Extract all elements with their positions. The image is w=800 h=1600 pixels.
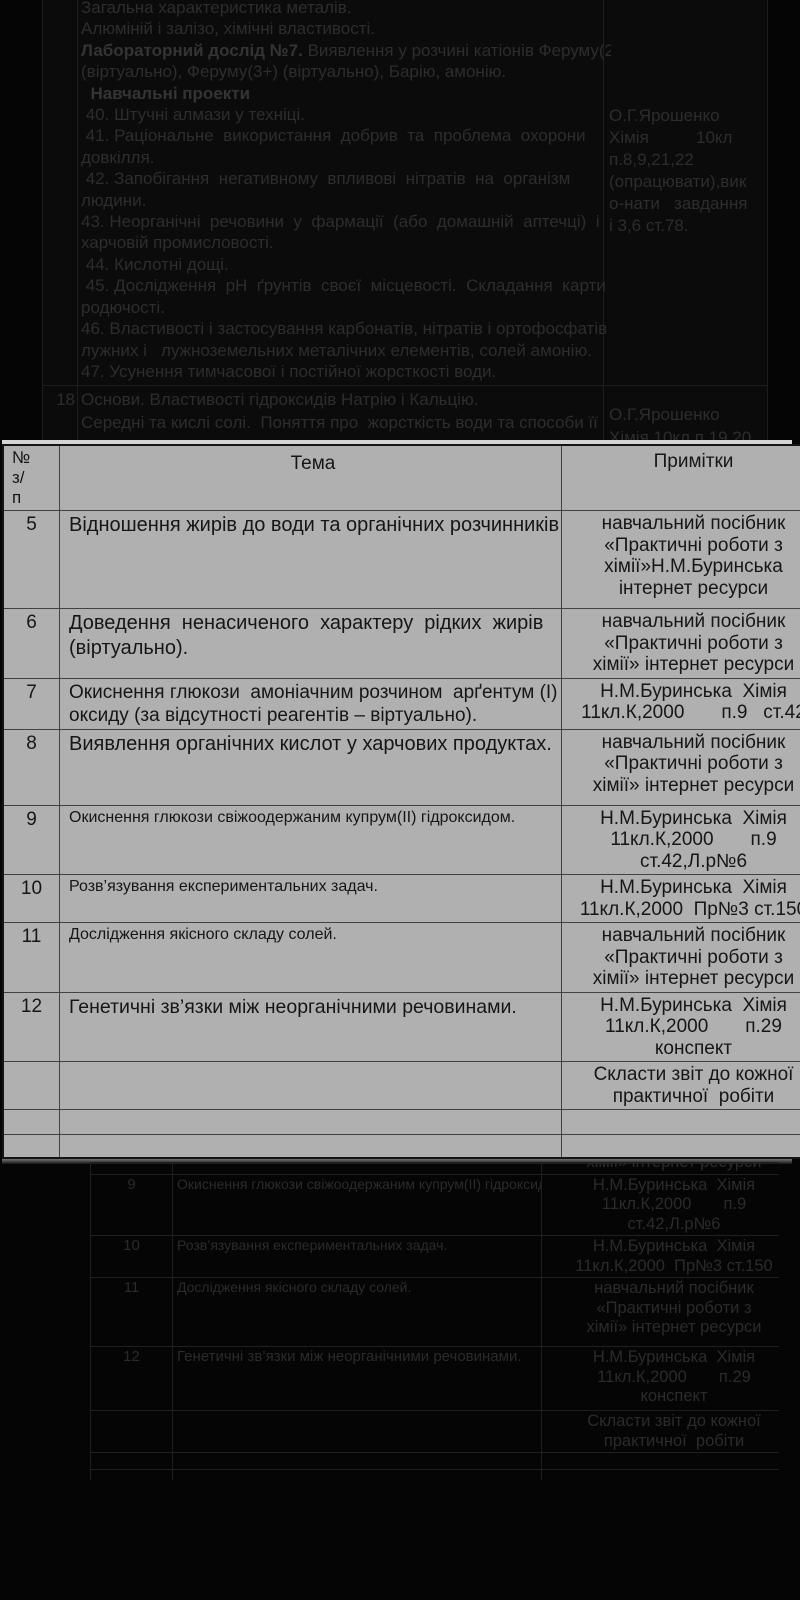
table-row: 6 Доведення ненасиченого характеру рідки…	[2, 608, 800, 679]
row-theme: Розв’язування експериментальних задач.	[59, 874, 562, 923]
row-theme	[59, 1109, 562, 1135]
row-notes: Н.М.Буринська Хімія 11кл.К,2000 п.29 кон…	[541, 1346, 779, 1411]
row-notes: Н.М.Буринська Хімія 11кл.К,2000 п.9 ст.4…	[541, 1173, 779, 1236]
topic-lines: Загальна характеристика металів. Алюміні…	[81, 0, 375, 39]
row-notes: Н.М.Буринська Хімія 11кл.К,2000 Пр№3 ст.…	[541, 1235, 779, 1278]
partial-line: хімії» інтернет ресурси	[546, 1163, 779, 1172]
row-num	[2, 1061, 60, 1110]
table-row-empty	[90, 1452, 779, 1470]
num-column-divider	[77, 0, 78, 440]
project-list: 40. Штучні алмази у техніці. 41. Раціона…	[81, 105, 608, 381]
table-row: 7 Окиснення глюкози амоніачним розчином …	[2, 677, 800, 730]
projects-heading: Навчальні проекти	[90, 83, 251, 103]
row-notes: навчальний посібник «Практичні роботи з …	[561, 608, 800, 679]
row-notes: Н.М.Буринська Хімія 11кл.К,2000 Пр№3 ст.…	[561, 874, 800, 923]
notes-column-divider	[603, 0, 604, 440]
row-num: 11	[90, 1277, 173, 1347]
row-theme	[59, 1134, 562, 1158]
row-notes: Скласти звіт до кожної практичної робіти	[561, 1061, 800, 1110]
row-theme: Дослідження якісного складу солей.	[59, 922, 562, 993]
practical-works-table-dim: хімії» інтернет ресурси 9 Окиснення глюк…	[90, 1162, 779, 1480]
table-row-empty	[2, 1134, 800, 1158]
table-row: 9 Окиснення глюкози свіжоодержаним купру…	[2, 804, 800, 875]
row-notes: Скласти звіт до кожної практичної робіти	[541, 1410, 779, 1453]
document-page-bottom[interactable]: хімії» інтернет ресурси 9 Окиснення глюк…	[90, 1162, 779, 1480]
row-theme: Доведення ненасиченого характеру рідких …	[59, 608, 562, 679]
row-num: 7	[2, 677, 60, 730]
lab-work-title: Лабораторний дослід №7.	[81, 40, 303, 60]
table-row: 10 Розв’язування експериментальних задач…	[2, 874, 800, 923]
row-theme: Окиснення глюкози свіжоодержаним купрум(…	[59, 804, 562, 875]
table-row: 9 Окиснення глюкози свіжоодержаним купру…	[90, 1173, 779, 1236]
table-row: 10 Розв’язування експериментальних задач…	[90, 1235, 779, 1278]
row-num	[2, 1134, 60, 1158]
table-row: 11 Дослідження якісного складу солей. на…	[90, 1277, 779, 1347]
table-row: 12 Генетичні зв’язки між неорганічними р…	[90, 1346, 779, 1411]
row-num: 10	[90, 1235, 173, 1278]
lesson-topics-cell: Загальна характеристика металів. Алюміні…	[81, 0, 611, 382]
row-num: 8	[2, 728, 60, 806]
document-page-top[interactable]: Загальна характеристика металів. Алюміні…	[42, 0, 768, 440]
row-divider	[43, 385, 767, 386]
table-row: Скласти звіт до кожної практичної робіти	[2, 1061, 800, 1110]
table-row-empty	[90, 1469, 779, 1480]
table-row: Скласти звіт до кожної практичної робіти	[90, 1410, 779, 1453]
notes-cell-17: О.Г.Ярошенко Хімія 10кл п.8,9,21,22 (опр…	[609, 106, 748, 235]
row-theme	[59, 1061, 562, 1110]
partial-row: хімії» інтернет ресурси	[90, 1162, 779, 1175]
lesson-topic-18: Основи. Властивості гідроксидів Натрію і…	[81, 390, 598, 440]
table-row: 8 Виявлення органічних кислот у харчових…	[2, 728, 800, 806]
row-num: 6	[2, 608, 60, 679]
row-theme: Окиснення глюкози амоніачним розчином ар…	[59, 677, 562, 730]
magnifier-top-edge	[2, 440, 792, 444]
lab-work-rest: Виявлення у розчині катіонів Феруму(2+) …	[81, 40, 611, 82]
row-num: 11	[2, 922, 60, 993]
row-num	[2, 1109, 60, 1135]
header-notes: Примітки	[561, 444, 800, 511]
table-row: 12 Генетичні зв’язки між неорганічними р…	[2, 991, 800, 1062]
row-notes: навчальний посібник «Практичні роботи з …	[561, 510, 800, 609]
notes-cell-18: О.Г.Ярошенко Хімія 10кл п.19,20	[609, 405, 752, 440]
table-header-row: № з/ п Тема Примітки	[2, 444, 800, 511]
row-theme: Дослідження якісного складу солей.	[172, 1277, 542, 1347]
row-notes: навчальний посібник «Практичні роботи з …	[561, 728, 800, 806]
row-number-18: 18	[56, 390, 75, 409]
header-num: № з/ п	[2, 444, 60, 511]
row-notes: Н.М.Буринська Хімія 11кл.К,2000 п.29 кон…	[561, 991, 800, 1062]
row-num: 9	[2, 804, 60, 875]
header-theme: Тема	[59, 444, 562, 511]
magnifier-shadow	[2, 1158, 792, 1164]
row-theme: Генетичні зв’язки між неорганічними речо…	[172, 1346, 542, 1411]
table-row-empty	[2, 1109, 800, 1135]
table-row: 5 Відношення жирів до води та органічних…	[2, 510, 800, 609]
row-theme: Генетичні зв’язки між неорганічними речо…	[59, 991, 562, 1062]
row-theme: Відношення жирів до води та органічних р…	[59, 510, 562, 609]
row-num: 9	[90, 1173, 173, 1236]
row-num: 10	[2, 874, 60, 923]
row-num: 5	[2, 510, 60, 609]
row-notes: навчальний посібник «Практичні роботи з …	[561, 922, 800, 993]
row-theme: Окиснення глюкози свіжоодержаним купрум(…	[172, 1173, 542, 1236]
practical-works-table: № з/ п Тема Примітки 5 Відношення жирів …	[2, 444, 800, 1159]
magnifier-overlay[interactable]: № з/ п Тема Примітки 5 Відношення жирів …	[2, 440, 800, 1164]
row-notes: Н.М.Буринська Хімія 11кл.К,2000 п.9 ст.4…	[561, 677, 800, 730]
row-theme: Виявлення органічних кислот у харчових п…	[59, 728, 562, 806]
row-theme: Розв’язування експериментальних задач.	[172, 1235, 542, 1278]
row-num: 12	[2, 991, 60, 1062]
row-notes	[561, 1109, 800, 1135]
row-notes: Н.М.Буринська Хімія 11кл.К,2000 п.9 ст.4…	[561, 804, 800, 875]
row-notes	[561, 1134, 800, 1158]
row-num: 12	[90, 1346, 173, 1411]
table-row: 11 Дослідження якісного складу солей. на…	[2, 922, 800, 993]
row-notes: навчальний посібник «Практичні роботи з …	[541, 1277, 779, 1347]
